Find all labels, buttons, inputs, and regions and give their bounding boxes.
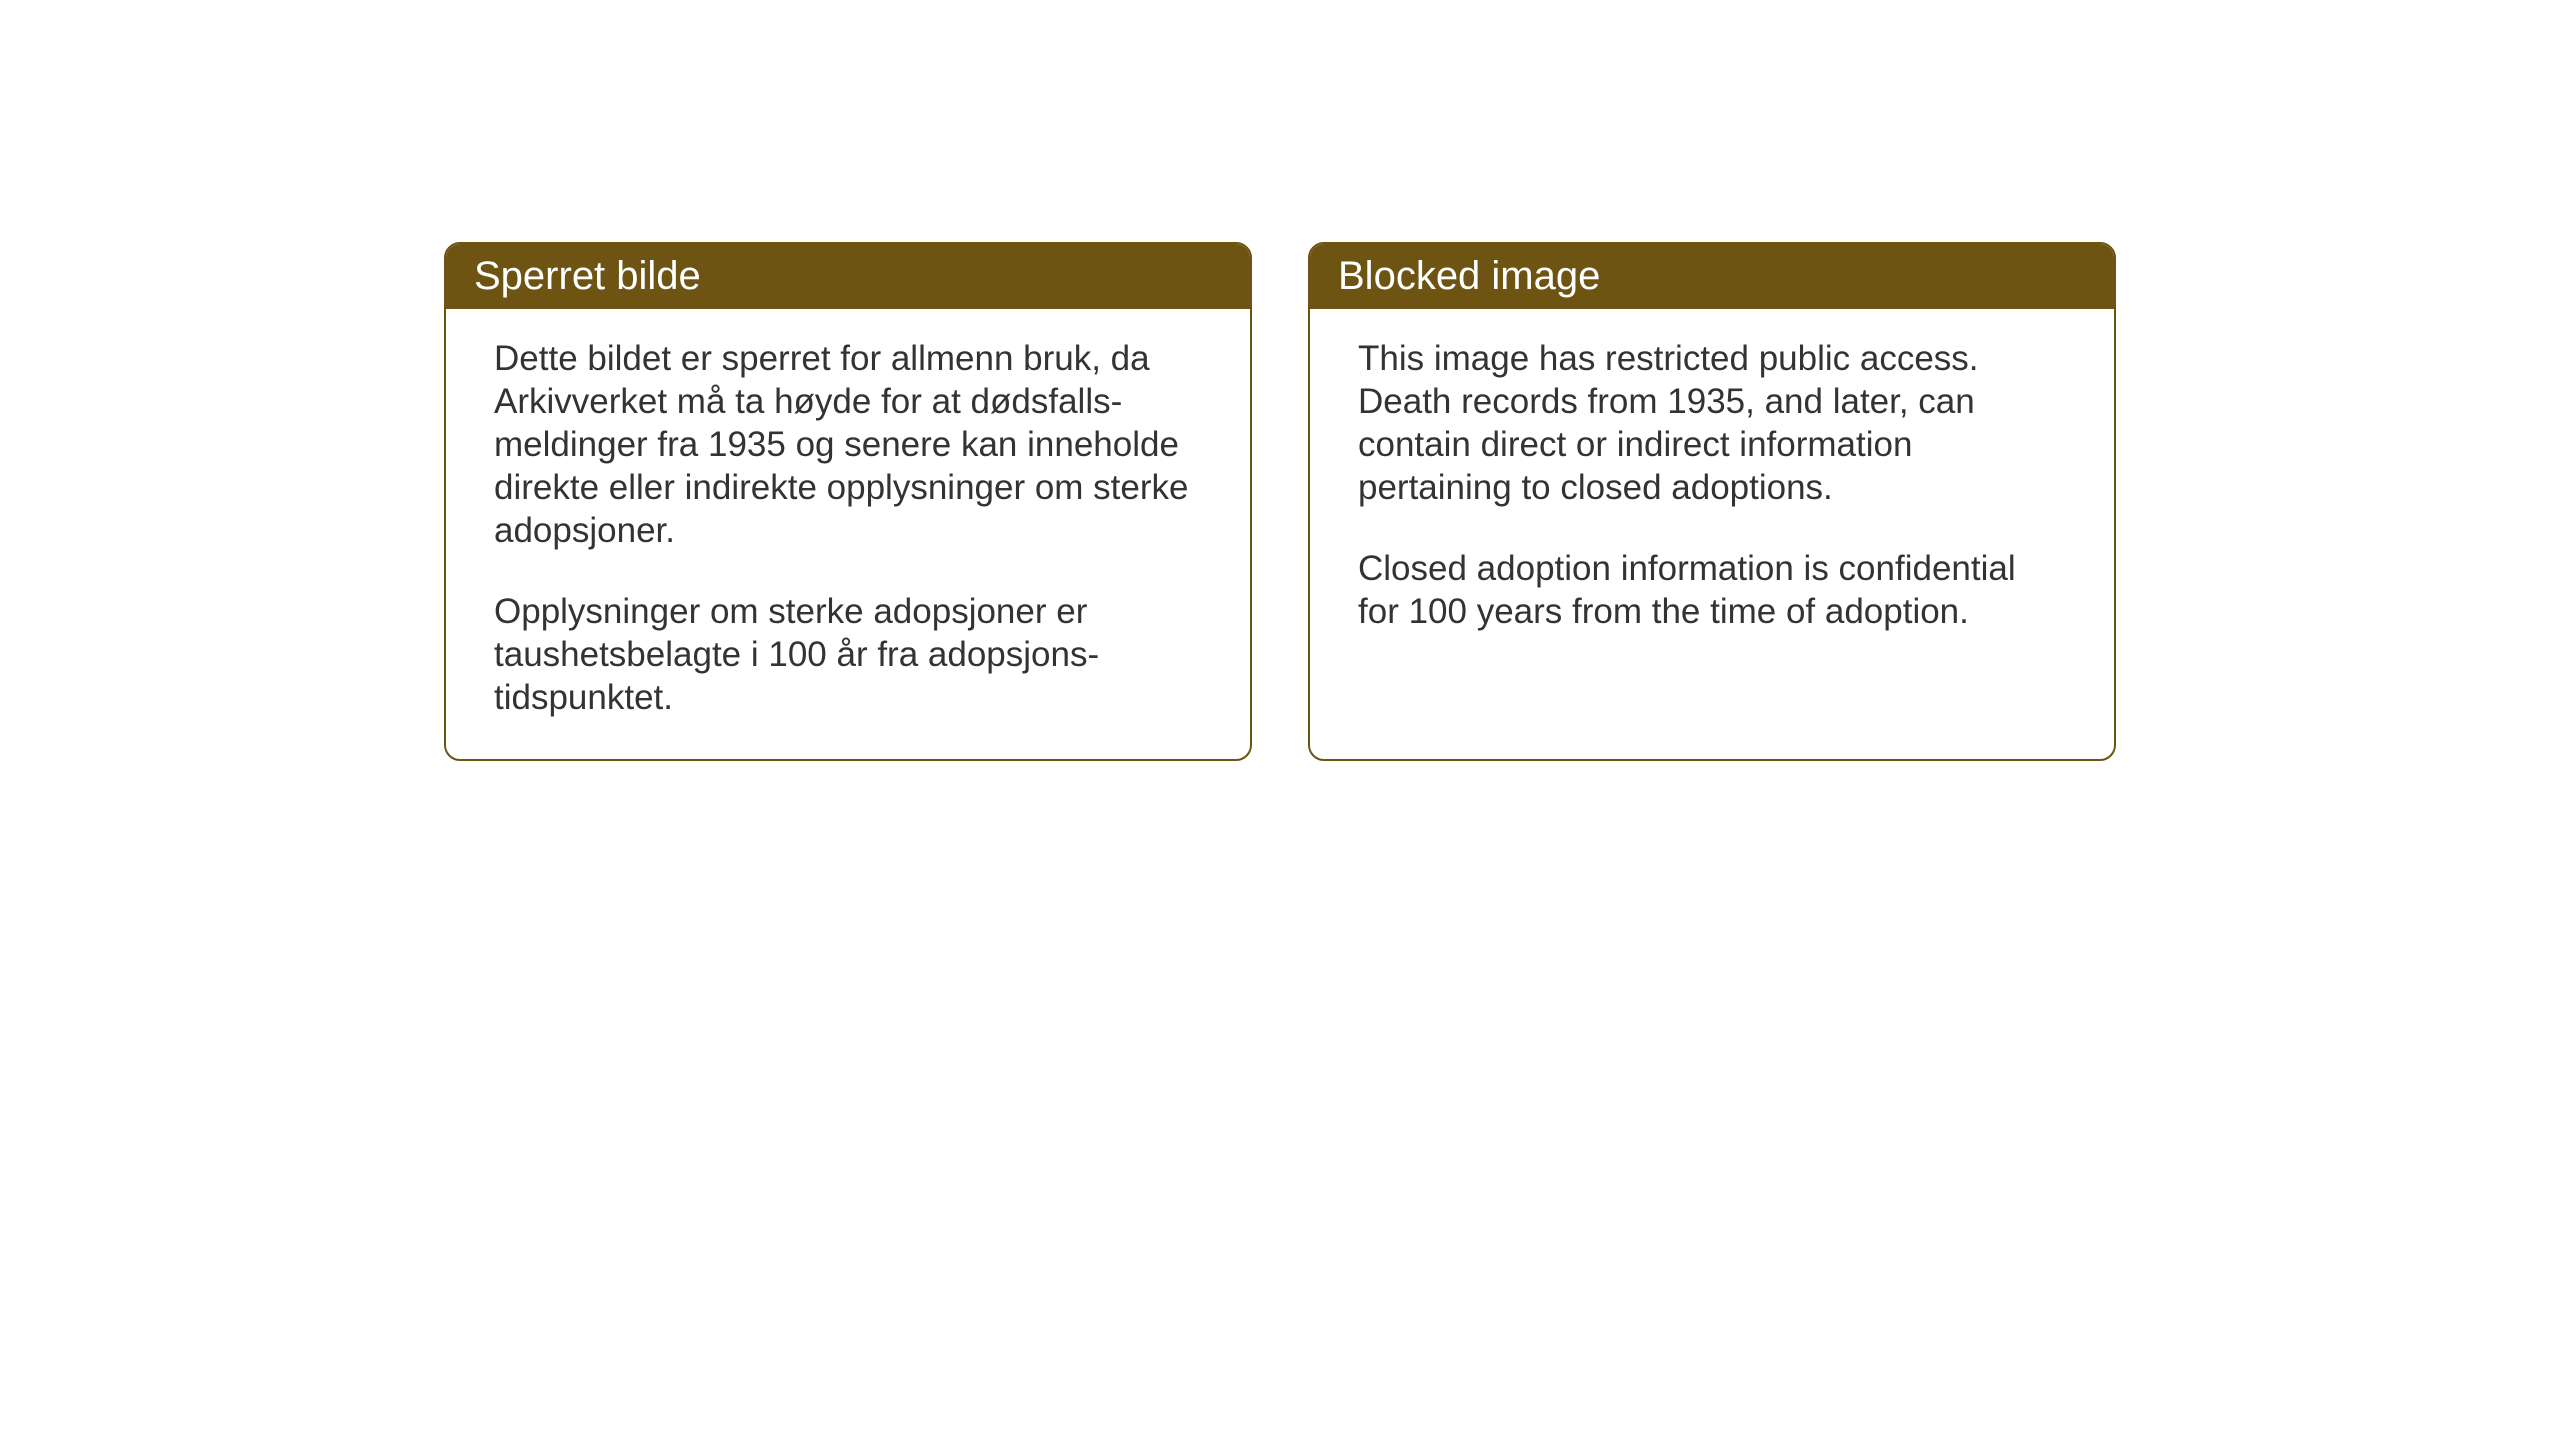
notice-card-english: Blocked image This image has restricted …	[1308, 242, 2116, 761]
card-title-norwegian: Sperret bilde	[474, 254, 701, 298]
card-paragraph-norwegian-1: Dette bildet er sperret for allmenn bruk…	[494, 337, 1202, 552]
card-header-norwegian: Sperret bilde	[446, 244, 1250, 309]
card-body-english: This image has restricted public access.…	[1310, 309, 2114, 749]
card-header-english: Blocked image	[1310, 244, 2114, 309]
notice-card-norwegian: Sperret bilde Dette bildet er sperret fo…	[444, 242, 1252, 761]
card-title-english: Blocked image	[1338, 254, 1600, 298]
card-paragraph-english-1: This image has restricted public access.…	[1358, 337, 2066, 509]
notice-cards-container: Sperret bilde Dette bildet er sperret fo…	[444, 242, 2116, 761]
card-paragraph-english-2: Closed adoption information is confident…	[1358, 547, 2066, 633]
card-paragraph-norwegian-2: Opplysninger om sterke adopsjoner er tau…	[494, 590, 1202, 719]
card-body-norwegian: Dette bildet er sperret for allmenn bruk…	[446, 309, 1250, 759]
